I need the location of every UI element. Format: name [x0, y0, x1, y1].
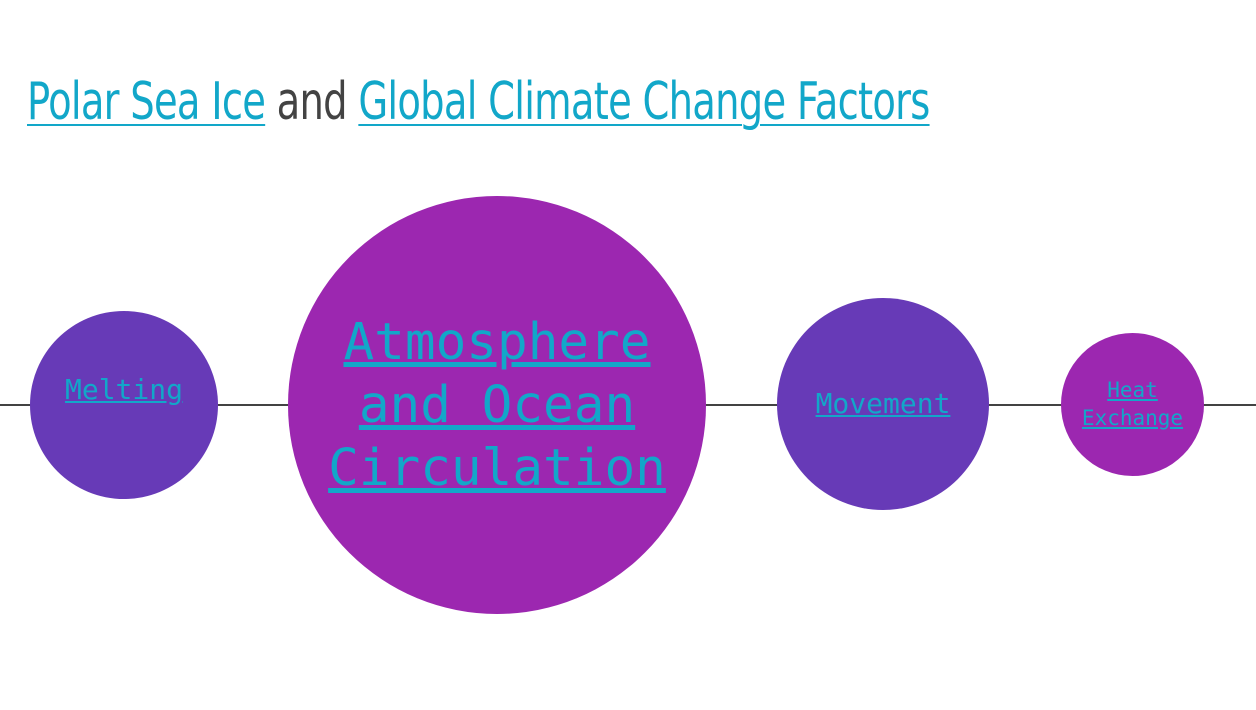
node-heat-exchange-link[interactable]: Heat Exchange — [1081, 377, 1184, 430]
node-movement: Movement — [777, 298, 989, 510]
node-movement-link[interactable]: Movement — [815, 387, 951, 420]
title-link-global-climate-change-factors[interactable]: Global Climate Change Factors — [358, 72, 930, 132]
node-melting-link[interactable]: Melting — [64, 373, 183, 406]
page-title: Polar Sea Ice and Global Climate Change … — [27, 66, 930, 138]
node-atmosphere-ocean-circulation: Atmosphere and Ocean Circulation — [288, 196, 706, 614]
title-link-polar-sea-ice[interactable]: Polar Sea Ice — [27, 72, 266, 132]
node-heat-exchange: Heat Exchange — [1061, 333, 1204, 476]
node-atmosphere-ocean-circulation-link[interactable]: Atmosphere and Ocean Circulation — [328, 312, 666, 498]
node-melting: Melting — [30, 311, 218, 499]
title-joiner: and — [276, 72, 348, 132]
